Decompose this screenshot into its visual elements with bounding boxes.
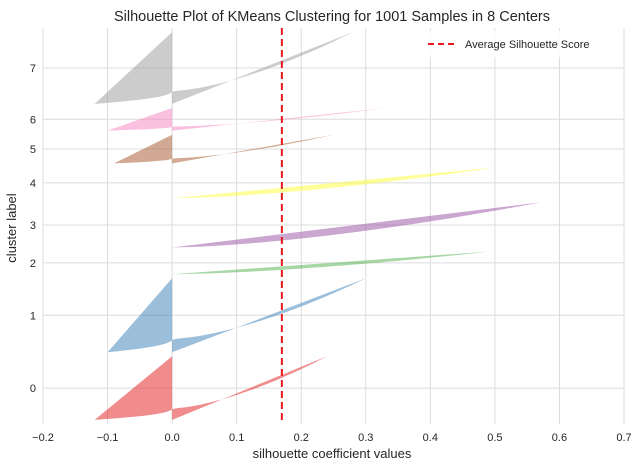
legend-entry: Average Silhouette Score	[465, 39, 590, 51]
x-tick-label: −0.2	[32, 432, 54, 444]
x-tick-label: 0.0	[164, 432, 179, 444]
x-tick-label: 0.3	[358, 432, 373, 444]
x-tick-label: 0.1	[229, 432, 244, 444]
cluster-3-area	[172, 202, 541, 248]
chart-title: Silhouette Plot of KMeans Clustering for…	[114, 9, 550, 25]
cluster-areas	[94, 32, 541, 420]
x-tick-label: 0.7	[616, 432, 631, 444]
gridlines	[42, 28, 625, 424]
x-tick-label: 0.5	[487, 432, 502, 444]
cluster-7-area	[94, 32, 353, 104]
cluster-2-area	[172, 251, 489, 275]
x-tick-label: −0.1	[97, 432, 119, 444]
x-axis-label: silhouette coefficient values	[253, 446, 412, 461]
cluster-6-area	[107, 108, 386, 131]
x-tick-label: 0.6	[552, 432, 567, 444]
y-tick-label: 6	[30, 114, 36, 126]
x-axis-ticks: −0.2 −0.1 0.0 0.1 0.2 0.3 0.4 0.5 0.6 0.7	[32, 432, 632, 444]
y-tick-label: 1	[30, 310, 36, 322]
cluster-5-area	[114, 134, 334, 164]
legend-box	[418, 31, 618, 57]
y-tick-label: 2	[30, 258, 36, 270]
y-tick-label: 7	[30, 63, 36, 75]
cluster-0-area	[94, 356, 327, 420]
y-axis-label: cluster label	[4, 193, 19, 262]
x-tick-label: 0.4	[423, 432, 438, 444]
cluster-4-area	[172, 167, 495, 199]
y-tick-label: 4	[30, 178, 36, 190]
x-tick-label: 0.2	[294, 432, 309, 444]
y-tick-label: 5	[30, 144, 36, 156]
cluster-1-area	[107, 278, 366, 353]
y-tick-label: 3	[30, 220, 36, 232]
legend: Average Silhouette Score	[418, 31, 618, 57]
y-tick-label: 0	[30, 383, 36, 395]
y-axis-ticks: 0 1 2 3 4 5 6 7	[30, 63, 36, 395]
